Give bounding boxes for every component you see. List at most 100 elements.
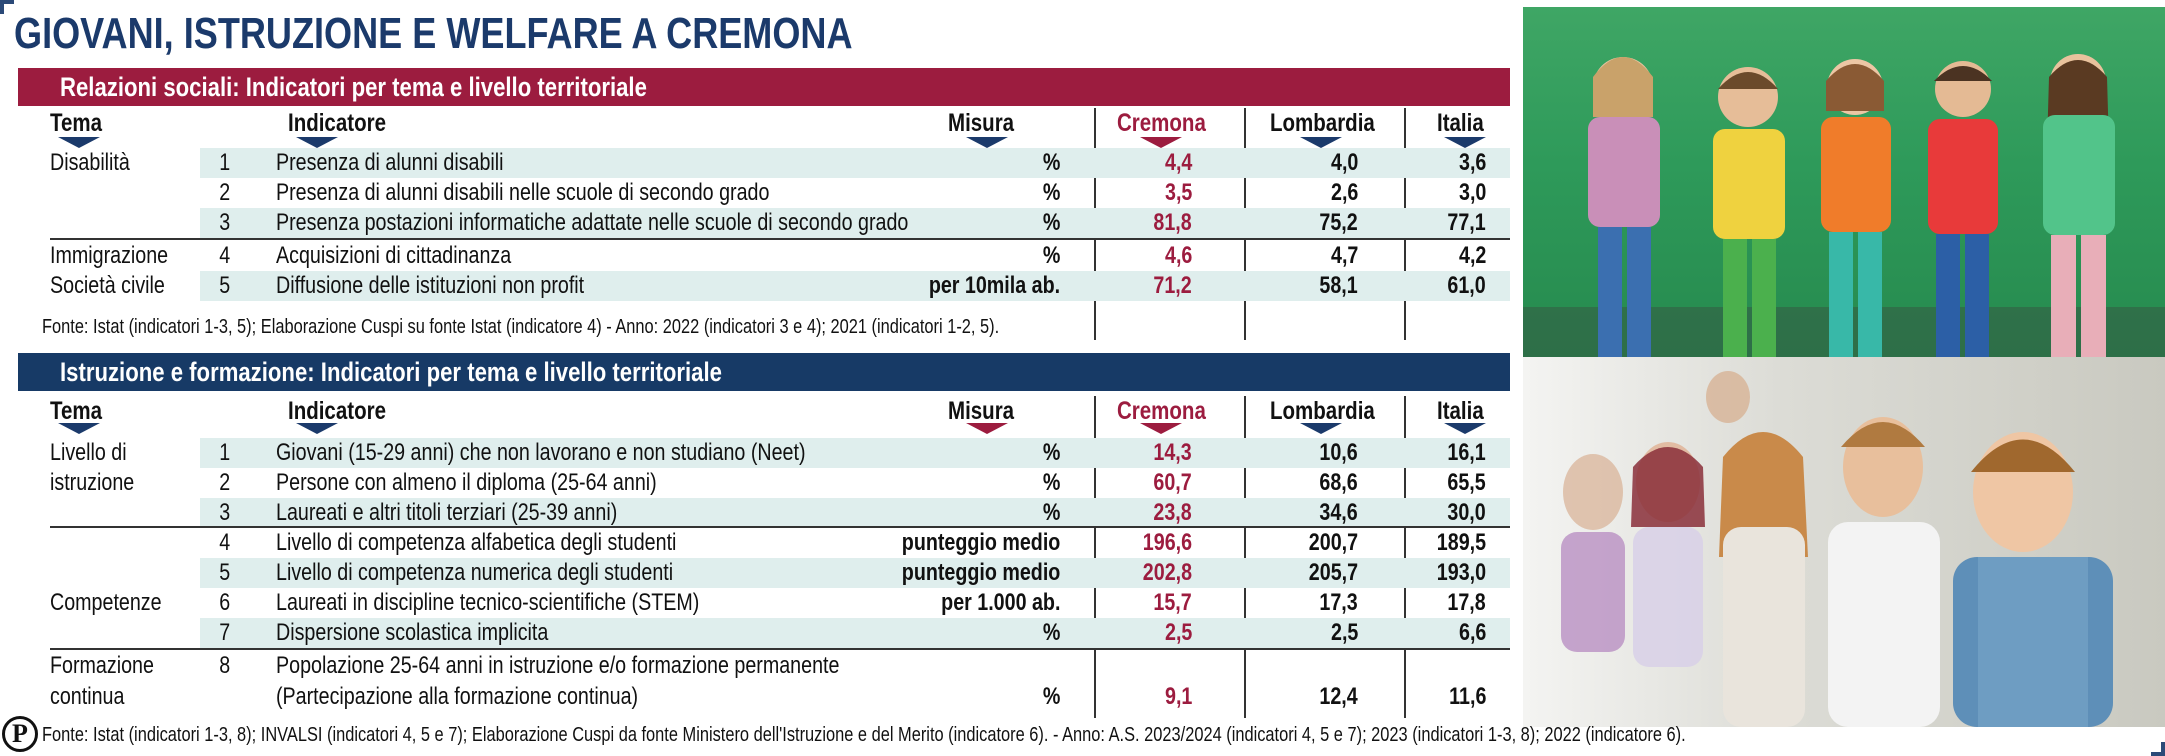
- sec1-row-cremona-value: 4,4: [1164, 149, 1192, 176]
- sec1-row-italia-value: 4,2: [1458, 242, 1486, 269]
- sec1-row-lombardia-value: 4,7: [1330, 242, 1358, 269]
- sec2-row-cremona-value: 23,8: [1153, 499, 1192, 526]
- sec2-row-italia-value: 6,6: [1458, 619, 1486, 646]
- sec1-row-italia-value: 3,0: [1458, 179, 1486, 206]
- sec2-row-italia-value: 16,1: [1447, 439, 1486, 466]
- sec2-row-number: 4: [219, 529, 231, 556]
- sec2-row-italia-value: 17,8: [1447, 589, 1486, 616]
- children-illustration: [1523, 54, 2165, 357]
- sec1-row-misura: %: [1042, 149, 1060, 176]
- sec2-tema-livello-line2: istruzione: [50, 469, 135, 496]
- students-illustration: [1561, 371, 2113, 727]
- sec2-header-arrow-lomb: [1300, 423, 1342, 434]
- sec2-row-misura: punteggio medio: [901, 529, 1060, 556]
- sec2-row-indicatore: Livello di competenza numerica degli stu…: [276, 559, 674, 586]
- sec1-row-italia-value: 3,6: [1458, 149, 1486, 176]
- sec1-row-shading: [200, 148, 1510, 178]
- sec2-row-misura: %: [1042, 469, 1060, 496]
- sec1-row-number: 2: [219, 179, 231, 206]
- sec2-row-misura: punteggio medio: [901, 559, 1060, 586]
- sec1-header-arrow-crem: [1140, 137, 1182, 148]
- sec2-header-tema: Tema: [50, 397, 103, 425]
- sec2-row-cremona-value: 9,1: [1164, 683, 1192, 710]
- photo-young-people-row: [1523, 357, 2165, 727]
- sec2-row-lombardia-value: 17,3: [1319, 589, 1358, 616]
- sec1-tema-disabilita: Disabilità: [50, 149, 130, 176]
- sec1-row-indicatore: Presenza di alunni disabili nelle scuole…: [276, 179, 770, 206]
- sec1-row-italia-value: 77,1: [1447, 209, 1486, 236]
- sec2-column-divider: [1244, 396, 1246, 718]
- sec2-row-lombardia-value: 34,6: [1319, 499, 1358, 526]
- sec2-row-shading: [200, 558, 1510, 588]
- sec1-row-lombardia-value: 75,2: [1319, 209, 1358, 236]
- sec2-row-indicatore-line2: (Partecipazione alla formazione continua…: [276, 683, 639, 710]
- sec2-row-italia-value: 30,0: [1447, 499, 1486, 526]
- sec2-row-misura: per 1.000 ab.: [940, 589, 1060, 616]
- sec1-row-misura: per 10mila ab.: [928, 272, 1060, 299]
- sec2-row-indicatore: Laureati e altri titoli terziari (25-39 …: [276, 499, 618, 526]
- sec2-header-arrow-ind: [296, 423, 338, 434]
- sec2-group-divider: [50, 648, 1510, 650]
- sec2-row-italia-value: 11,6: [1448, 683, 1486, 710]
- sec2-column-divider: [1094, 396, 1096, 718]
- sec2-header-arrow-tema: [58, 423, 100, 434]
- section-relazioni-sociali-header: Relazioni sociali: Indicatori per tema e…: [18, 68, 1510, 106]
- sec2-row-number: 5: [219, 559, 231, 586]
- sec2-row-indicatore: Laureati in discipline tecnico-scientifi…: [276, 589, 700, 616]
- sec2-row-lombardia-value: 2,5: [1330, 619, 1358, 646]
- sec2-row-cremona-value: 60,7: [1153, 469, 1192, 496]
- sec1-header-arrow-lomb: [1300, 137, 1342, 148]
- sec1-row-lombardia-value: 2,6: [1330, 179, 1358, 206]
- sec2-row-lombardia-value: 12,4: [1319, 683, 1358, 710]
- sec2-fonte-note: Fonte: Istat (indicatori 1-3, 8); INVALS…: [42, 724, 1686, 746]
- sec1-row-indicatore: Presenza postazioni informatiche adattat…: [276, 209, 909, 236]
- sec1-row-lombardia-value: 58,1: [1319, 272, 1358, 299]
- sec1-row-number: 1: [219, 149, 231, 176]
- sec1-row-misura: %: [1042, 209, 1060, 236]
- page-title: GIOVANI, ISTRUZIONE E WELFARE A CREMONA: [14, 9, 853, 58]
- sec1-header-arrow-misura: [966, 137, 1008, 148]
- sec2-row-shading: [200, 618, 1510, 648]
- sec2-row-lombardia-value: 200,7: [1308, 529, 1358, 556]
- sec2-header-italia: Italia: [1437, 397, 1484, 425]
- sec2-row-number: 7: [219, 619, 231, 646]
- sec2-row-misura: %: [1042, 619, 1060, 646]
- sec2-row-indicatore: Popolazione 25-64 anni in istruzione e/o…: [276, 652, 840, 679]
- sec2-row-lombardia-value: 10,6: [1319, 439, 1358, 466]
- sec2-row-number: 6: [219, 589, 231, 616]
- sec1-row-misura: %: [1042, 242, 1060, 269]
- sec2-header-arrow-crem: [1140, 423, 1182, 434]
- sec2-header-cremona: Cremona: [1117, 397, 1206, 425]
- corner-mark-top-left: [0, 0, 14, 14]
- sec2-row-number: 3: [219, 499, 231, 526]
- sec1-row-shading: [200, 208, 1510, 238]
- sec2-row-shading: [200, 498, 1510, 528]
- sec2-header-misura: Misura: [948, 397, 1015, 425]
- sec2-row-misura: %: [1042, 439, 1060, 466]
- sec1-group-divider: [50, 238, 1510, 240]
- sec2-row-cremona-value: 196,6: [1142, 529, 1192, 556]
- sec1-header-arrow-tema: [58, 137, 100, 148]
- sec2-row-cremona-value: 2,5: [1164, 619, 1192, 646]
- photo-children-green-wall: [1523, 7, 2165, 357]
- sec1-row-cremona-value: 4,6: [1164, 242, 1192, 269]
- sec1-row-indicatore: Diffusione delle istituzioni non profit: [276, 272, 585, 299]
- sec2-row-misura: %: [1042, 499, 1060, 526]
- sec1-fonte-note: Fonte: Istat (indicatori 1-3, 5); Elabor…: [42, 316, 1000, 338]
- section-istruzione-title: Istruzione e formazione: Indicatori per …: [60, 357, 722, 387]
- sec1-row-cremona-value: 71,2: [1153, 272, 1192, 299]
- sec2-row-indicatore: Persone con almeno il diploma (25-64 ann…: [276, 469, 657, 496]
- sec1-header-cremona: Cremona: [1117, 109, 1206, 137]
- section-istruzione-header: Istruzione e formazione: Indicatori per …: [18, 353, 1510, 391]
- sec1-row-cremona-value: 3,5: [1164, 179, 1192, 206]
- sec2-row-lombardia-value: 205,7: [1308, 559, 1358, 586]
- sec2-tema-livello-line1: Livello di: [50, 439, 127, 466]
- sec2-row-cremona-value: 15,7: [1153, 589, 1192, 616]
- sec1-row-italia-value: 61,0: [1447, 272, 1486, 299]
- sec1-row-indicatore: Presenza di alunni disabili: [276, 149, 504, 176]
- sec2-header-arrow-misura: [966, 423, 1008, 434]
- sec1-header-arrow-ind: [296, 137, 338, 148]
- sec2-row-number: 2: [219, 469, 231, 496]
- sec2-row-italia-value: 189,5: [1436, 529, 1486, 556]
- sec2-header-indicatore: Indicatore: [288, 397, 386, 425]
